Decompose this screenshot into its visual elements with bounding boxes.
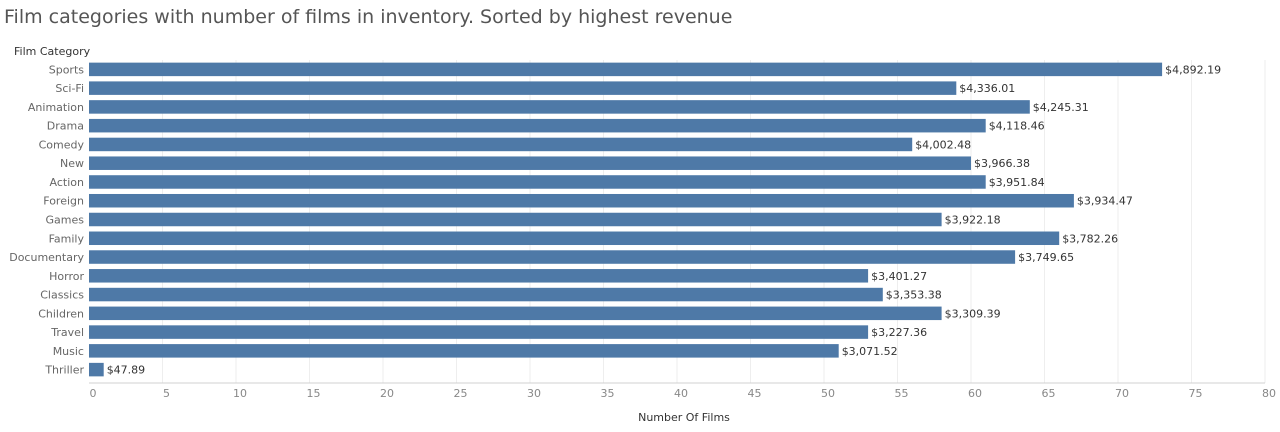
category-label: Action — [50, 176, 84, 189]
data-label: $3,071.52 — [842, 345, 898, 358]
category-label: Games — [46, 214, 85, 227]
x-tick-label: 65 — [1042, 387, 1056, 400]
x-tick-label: 10 — [233, 387, 247, 400]
x-tick-label: 15 — [307, 387, 321, 400]
data-label: $3,227.36 — [871, 326, 927, 339]
category-label: New — [60, 157, 84, 170]
category-label: Children — [38, 307, 84, 320]
x-tick-label: 5 — [163, 387, 170, 400]
x-tick-label: 40 — [674, 387, 688, 400]
category-label: Thriller — [44, 364, 84, 377]
data-label: $4,118.46 — [989, 120, 1045, 133]
bars — [89, 62, 1163, 377]
data-label: $4,245.31 — [1033, 101, 1089, 114]
bar-comedy — [89, 137, 913, 152]
bar-sci-fi — [89, 81, 957, 95]
category-label: Sci-Fi — [55, 82, 84, 95]
labels: Sports $4,892.19 Sci-Fi $4,336.01 Animation $… — [9, 63, 1221, 376]
bar-classics — [89, 287, 883, 302]
bar-horror — [89, 269, 869, 283]
data-label: $4,002.48 — [915, 138, 971, 151]
x-tick-label: 70 — [1115, 387, 1129, 400]
x-axis: 0 5 10 15 20 25 30 35 40 45 50 55 60 65 70 75 80 — [89, 382, 1276, 400]
x-tick-label: 30 — [527, 387, 541, 400]
category-label: Music — [53, 345, 84, 358]
data-label: $4,336.01 — [959, 82, 1015, 95]
x-tick-label: 20 — [380, 387, 394, 400]
bar-thriller — [89, 362, 104, 377]
data-label: $3,951.84 — [989, 176, 1045, 189]
data-label: $3,782.26 — [1062, 232, 1118, 245]
bar-music — [89, 344, 839, 358]
x-tick-label: 50 — [821, 387, 835, 400]
bar-action — [89, 175, 986, 189]
bar-animation — [89, 100, 1030, 114]
category-label: Animation — [28, 101, 84, 114]
bar-children — [89, 306, 942, 321]
category-label: Sports — [49, 63, 85, 76]
x-tick-label: 75 — [1189, 387, 1203, 400]
data-label: $3,749.65 — [1018, 251, 1074, 264]
data-label: $3,922.18 — [945, 214, 1001, 227]
bar-documentary — [89, 250, 1016, 264]
category-label: Family — [49, 232, 85, 245]
x-tick-label: 55 — [895, 387, 909, 400]
x-tick-label: 80 — [1262, 387, 1276, 400]
data-label: $3,353.38 — [886, 289, 942, 302]
bar-sports — [89, 62, 1163, 77]
category-label: Drama — [47, 120, 84, 133]
y-axis-title: Film Category — [14, 45, 91, 58]
data-label: $4,892.19 — [1165, 63, 1221, 76]
bar-travel — [89, 325, 869, 339]
chart-title: Film categories with number of films in … — [4, 6, 733, 28]
bar-family — [89, 231, 1060, 246]
data-label: $3,966.38 — [974, 157, 1030, 170]
x-axis-title: Number Of Films — [638, 411, 730, 424]
x-tick-label: 0 — [90, 387, 97, 400]
category-label: Foreign — [43, 195, 84, 208]
data-label: $3,309.39 — [945, 307, 1001, 320]
bar-drama — [89, 118, 986, 133]
category-label: Classics — [40, 289, 84, 302]
data-label: $47.89 — [107, 364, 146, 377]
category-label: Comedy — [39, 138, 85, 151]
bar-games — [89, 212, 942, 227]
x-tick-label: 25 — [454, 387, 468, 400]
x-tick-label: 45 — [748, 387, 762, 400]
data-label: $3,401.27 — [871, 270, 927, 283]
x-tick-label: 35 — [601, 387, 615, 400]
category-label: Documentary — [9, 251, 84, 264]
x-tick-label: 60 — [968, 387, 982, 400]
bar-new — [89, 156, 971, 170]
category-label: Horror — [49, 270, 84, 283]
bar-foreign — [89, 193, 1074, 208]
data-label: $3,934.47 — [1077, 195, 1133, 208]
category-label: Travel — [50, 326, 84, 339]
